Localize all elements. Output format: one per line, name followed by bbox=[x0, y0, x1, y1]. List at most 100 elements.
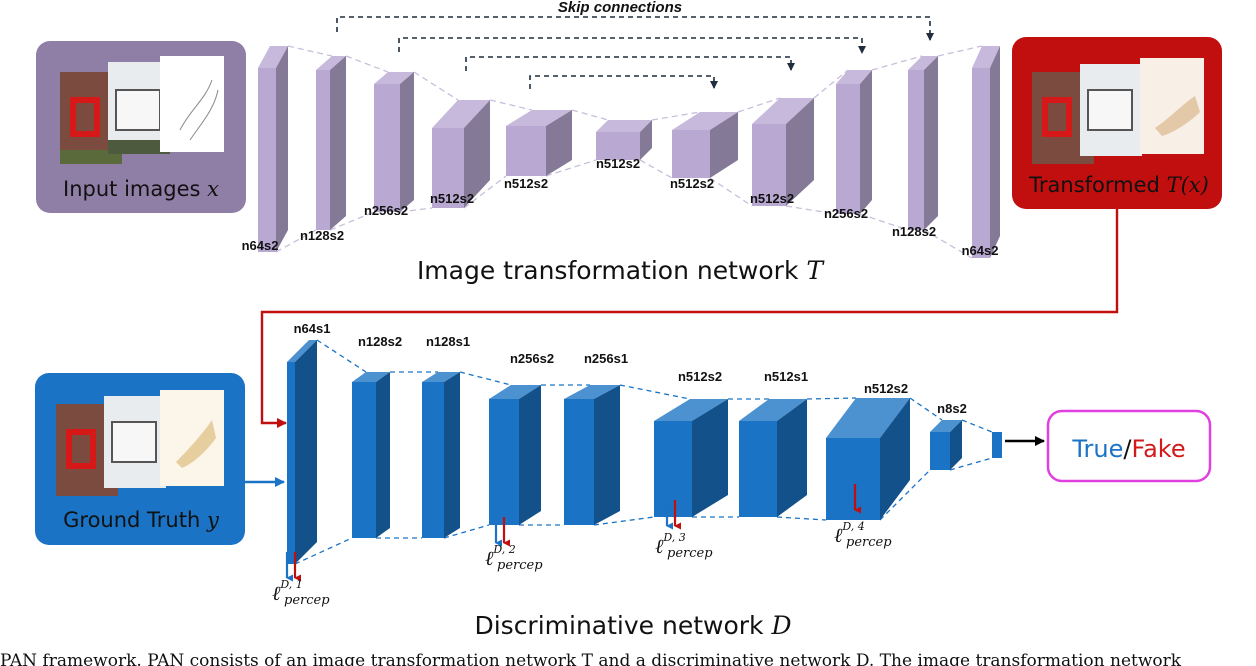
network-t-layer-label: n128s2 bbox=[300, 228, 344, 243]
network-d-layer-label: n512s1 bbox=[764, 369, 808, 384]
network-t-layer-face bbox=[258, 68, 276, 252]
network-t-connector-top bbox=[871, 55, 923, 71]
network-t-layer-top bbox=[316, 56, 346, 70]
network-t-layer-top bbox=[908, 56, 938, 70]
network-t-connector-top bbox=[571, 109, 609, 121]
transformed-image-stack bbox=[1032, 58, 1204, 164]
network-t-connector-bottom bbox=[709, 177, 753, 207]
perceptual-loss-label: ℓD, 4 percep bbox=[834, 520, 892, 550]
network-t-layer-label: n512s2 bbox=[750, 191, 794, 206]
network-d-layers: n64s1 n128s2 n128s1 n256s2 n256s1 n512s2 n512s… bbox=[287, 321, 1002, 564]
network-t-layer bbox=[258, 46, 288, 252]
network-d-layer-label: n128s1 bbox=[426, 334, 470, 349]
network-t-connector-top bbox=[737, 97, 781, 113]
network-d-layer-face bbox=[489, 399, 519, 525]
network-t-layer-face bbox=[432, 128, 464, 208]
network-d-layer-top bbox=[287, 340, 317, 362]
network-d-layer bbox=[992, 432, 1002, 458]
network-t-layer-side bbox=[546, 110, 572, 176]
input-images-box: Input images x bbox=[36, 41, 246, 213]
network-d-layer-label: n128s2 bbox=[358, 334, 402, 349]
network-t-layer-side bbox=[640, 120, 652, 160]
network-t-layer-label: n256s2 bbox=[364, 203, 408, 218]
network-t-layer-top bbox=[752, 98, 814, 124]
network-d-layer-face bbox=[826, 438, 880, 520]
figure-caption: PAN framework. PAN consists of an image … bbox=[0, 651, 1182, 666]
ground-truth-box: Ground Truth y bbox=[35, 373, 245, 545]
network-t-layer-face bbox=[596, 132, 640, 160]
network-t-layer bbox=[596, 120, 652, 160]
network-d-layer-top bbox=[930, 420, 962, 432]
network-t-layer-face bbox=[908, 70, 924, 230]
network-d-layer bbox=[739, 399, 807, 517]
network-d-connector-top bbox=[909, 397, 943, 421]
network-d-layer-top bbox=[489, 385, 541, 399]
network-d-connector-top bbox=[961, 419, 993, 433]
network-t-layer-label: n512s2 bbox=[430, 191, 474, 206]
network-t-layer-side bbox=[990, 46, 1000, 258]
network-t-layer-top bbox=[596, 120, 652, 132]
network-t-layer bbox=[374, 72, 414, 212]
transformed-box: Transformed T(x) bbox=[1012, 37, 1222, 209]
network-d-layer-face bbox=[422, 382, 444, 538]
network-t-connector-bottom bbox=[859, 213, 909, 231]
network-t-connector-top bbox=[287, 45, 333, 57]
network-t-layer-label: n512s2 bbox=[504, 176, 548, 191]
network-t-layer-face bbox=[374, 84, 400, 212]
network-d-layer-label: n64s1 bbox=[294, 321, 331, 336]
network-t-layer bbox=[908, 56, 938, 230]
network-d-layer-label: n512s2 bbox=[864, 381, 908, 396]
network-t-connectors bbox=[275, 45, 983, 259]
network-t-layer-label: n64s2 bbox=[962, 243, 999, 258]
network-t-layer-side bbox=[924, 56, 938, 230]
network-t-connector-bottom bbox=[463, 175, 507, 209]
network-t-layer bbox=[316, 56, 346, 230]
network-t-connector-bottom bbox=[399, 207, 433, 213]
network-d-layer-side bbox=[692, 399, 728, 517]
network-d-layer bbox=[489, 385, 541, 525]
network-d-connector-bottom bbox=[776, 516, 827, 521]
network-d-layer bbox=[930, 420, 962, 470]
network-d-layer bbox=[564, 385, 620, 525]
network-t-layer bbox=[752, 98, 814, 206]
network-d-layer-side bbox=[376, 372, 390, 538]
transformed-to-discriminator-arrow bbox=[260, 209, 1119, 428]
true-fake-box: True/Fake bbox=[1046, 409, 1212, 483]
network-d-layer-face bbox=[992, 432, 1002, 458]
network-t-layer-face bbox=[836, 84, 860, 214]
network-t-layer-side bbox=[400, 72, 414, 212]
network-d-layer-side bbox=[777, 399, 807, 517]
network-d-layer-side bbox=[519, 385, 541, 525]
network-t-layer-side bbox=[464, 100, 490, 208]
network-d-connector-bottom bbox=[879, 469, 931, 521]
network-t-layer-top bbox=[374, 72, 414, 84]
network-d-layer-top bbox=[654, 399, 728, 421]
network-t-connector-bottom bbox=[785, 205, 837, 215]
network-t-connector-top bbox=[813, 69, 849, 99]
perceptual-loss-label: ℓD, 2 percep bbox=[485, 543, 543, 573]
perceptual-loss-label: ℓD, 3 percep bbox=[655, 531, 713, 561]
network-d-layer bbox=[352, 372, 390, 538]
network-t-connector-top bbox=[345, 55, 389, 73]
network-t-layer bbox=[506, 110, 572, 176]
network-d-connector-bottom bbox=[949, 457, 993, 471]
network-t-connector-bottom bbox=[275, 229, 317, 253]
network-d-layer-side bbox=[880, 398, 910, 520]
network-d-connector-top bbox=[316, 339, 367, 373]
network-d-layer bbox=[654, 399, 728, 517]
network-t-layer-face bbox=[672, 130, 710, 178]
network-t-connector-top bbox=[413, 71, 459, 101]
network-t-layer-top bbox=[672, 112, 738, 130]
network-t-layer-side bbox=[786, 98, 814, 206]
network-t-layer-label: n512s2 bbox=[670, 176, 714, 191]
network-t-layer-label: n64s2 bbox=[242, 238, 279, 253]
network-t-connector-top bbox=[651, 111, 701, 121]
network-d-connector-bottom bbox=[294, 537, 353, 565]
network-t-layer-label: n128s2 bbox=[892, 224, 936, 239]
network-t-connector-top bbox=[489, 99, 533, 111]
network-d-connector-bottom bbox=[593, 516, 655, 526]
network-d-layer-top bbox=[739, 399, 807, 421]
network-d-layer-face bbox=[654, 421, 692, 517]
network-t-layer-top bbox=[506, 110, 572, 126]
network-d-layer-top bbox=[422, 372, 460, 382]
